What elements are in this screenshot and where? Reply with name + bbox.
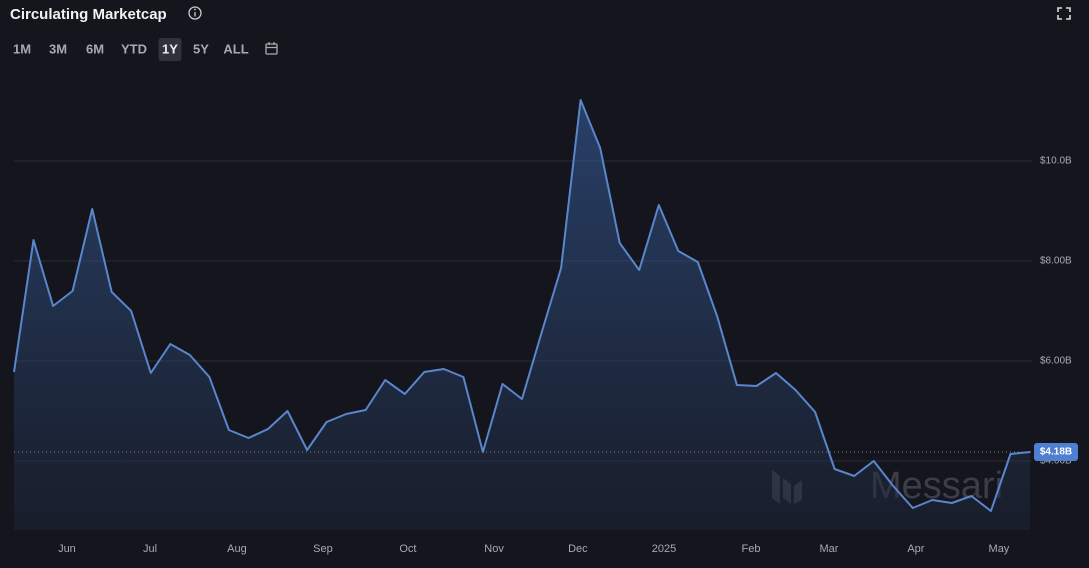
x-tick-label: Jul [143,543,157,555]
range-active-bg [158,38,182,61]
x-tick-label: Sep [313,543,333,555]
x-tick-label: Dec [568,543,588,555]
y-tick-label: $4.00B [1040,456,1072,467]
y-tick-label: $10.0B [1040,156,1072,167]
x-tick-label: Feb [742,543,761,555]
range-button[interactable]: ALL [223,41,248,56]
range-button[interactable]: 1Y [162,41,178,56]
chart-title: Circulating Marketcap [10,6,167,23]
x-tick-label: Mar [819,543,838,555]
line [13,99,1031,512]
calendar-icon[interactable] [265,42,278,55]
range-buttons: 1M 3M 6M YTD 1Y 5Y ALL [13,38,249,61]
range-button[interactable]: 5Y [193,41,209,56]
x-tick-label: May [989,543,1010,555]
series [13,99,1031,530]
x-tick-label: Oct [399,543,416,555]
x-tick-label: Jun [58,543,76,555]
fullscreen-icon[interactable] [1057,7,1071,20]
range-button[interactable]: 6M [86,41,104,56]
range-button[interactable]: 1M [13,41,31,56]
x-tick-label: Apr [907,543,924,555]
area-fill [14,100,1030,530]
y-tick-label: $8.00B [1040,256,1072,267]
x-tick-label: Aug [227,543,247,555]
info-icon[interactable] [188,6,202,20]
last-value-badge [1034,443,1078,461]
range-button[interactable]: 3M [49,41,67,56]
x-tick-label: 2025 [652,543,676,555]
last-value-label: $4.18B [1040,447,1072,458]
range-button[interactable]: YTD [121,41,147,56]
x-tick-label: Nov [484,543,504,555]
y-tick-label: $6.00B [1040,356,1072,367]
